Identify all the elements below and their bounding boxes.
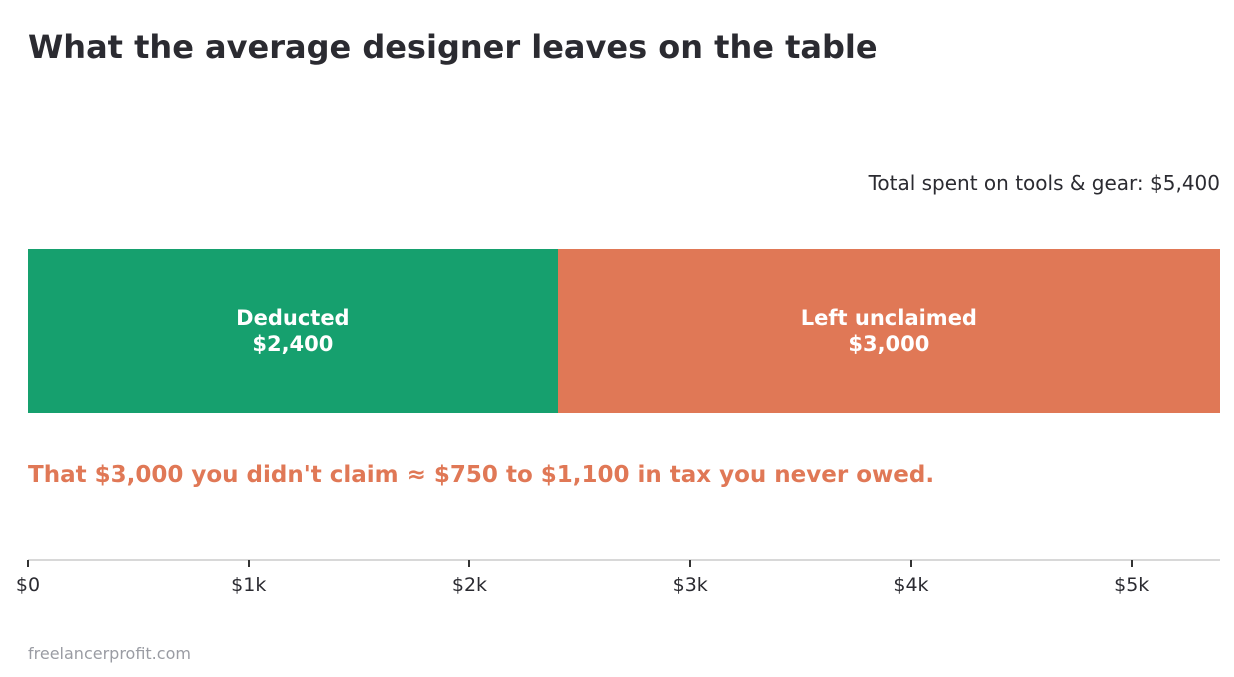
bar-segment-left-unclaimed: Left unclaimed $3,000 [557,249,1220,413]
bar-segment-label: Left unclaimed $3,000 [801,305,977,357]
x-tick [27,560,29,567]
chart-title: What the average designer leaves on the … [28,28,878,66]
bar-segment-deducted: Deducted $2,400 [28,249,558,413]
x-tick [689,560,692,567]
bar-segment-label: Deducted $2,400 [236,305,349,357]
x-tick [1130,560,1133,567]
segment-name: Left unclaimed [800,306,977,330]
segment-value: $3,000 [848,332,930,356]
tax-callout: That $3,000 you didn't claim ≈ $750 to $… [28,462,935,488]
source-label: freelancerprofit.com [28,644,191,663]
x-tick [247,560,250,567]
x-tick-label: $1k [231,574,267,596]
x-tick-label: $3k [672,574,708,596]
segment-name: Deducted [236,306,350,330]
x-tick-label: $4k [893,574,929,596]
total-spent-note: Total spent on tools & gear: $5,400 [868,171,1220,195]
x-axis-line [28,559,1220,561]
segment-value: $2,400 [252,332,334,356]
x-tick-label: $0 [15,574,41,596]
x-tick-label: $2k [451,574,488,596]
x-tick [909,560,912,567]
x-tick [468,560,471,567]
x-tick-label: $5k [1114,574,1150,596]
